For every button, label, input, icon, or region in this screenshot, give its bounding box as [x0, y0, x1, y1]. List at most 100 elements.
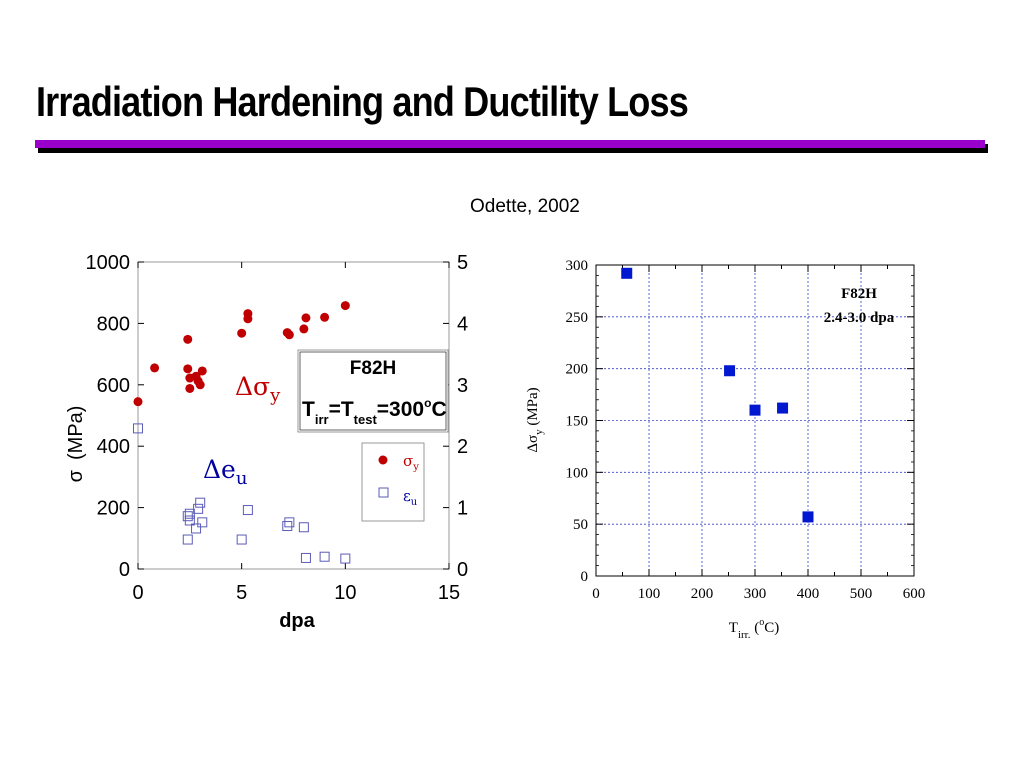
x-tick-label: 600 [903, 586, 926, 602]
data-point [749, 404, 761, 416]
y-tick-label: 800 [97, 313, 130, 335]
data-point-sigma [183, 334, 193, 344]
legend-dose: 2.4-3.0 dpa [824, 310, 895, 326]
y2-tick-label: 3 [457, 375, 468, 397]
y-tick-label: 1000 [86, 252, 131, 274]
data-point-epsilon [242, 505, 253, 516]
data-point [621, 267, 633, 279]
data-point-epsilon [191, 523, 202, 534]
data-point-epsilon [197, 517, 208, 528]
y2-tick-label: 4 [457, 313, 468, 335]
data-point [724, 365, 736, 377]
series-points [133, 301, 351, 564]
data-point-sigma [301, 313, 311, 323]
y2-tick-labels: 0 1 2 3 4 5 [457, 252, 468, 581]
legend: σy εu [361, 442, 425, 522]
data-point-epsilon [184, 508, 195, 519]
material-label: F82H [350, 358, 396, 379]
data-point-sigma [195, 380, 205, 390]
x-tick-label: 5 [236, 582, 247, 604]
citation: Odette, 2002 [470, 196, 580, 217]
y2-tick-label: 0 [457, 559, 468, 581]
y-tick-label: 150 [566, 414, 589, 430]
y-tick-label: 200 [97, 498, 130, 520]
data-point-epsilon [184, 515, 195, 526]
data-point-epsilon [193, 503, 204, 514]
axis-ticks [137, 261, 450, 570]
x-tick-label: 0 [592, 586, 600, 602]
title-rule [35, 140, 985, 148]
y-tick-label: 0 [119, 559, 130, 581]
x-tick-label: 0 [132, 582, 143, 604]
data-point-epsilon [236, 534, 247, 545]
x-axis-label: dpa [279, 610, 315, 632]
y2-tick-label: 1 [457, 498, 468, 520]
x-tick-label: 15 [438, 582, 460, 604]
legend: F82H 2.4-3.0 dpa [824, 286, 895, 326]
y-axis-label: σ (MPa) [65, 406, 87, 483]
axis-ticks [595, 264, 915, 577]
y-tick-labels: 0 200 400 600 800 1000 [86, 252, 131, 581]
delta-sigma-annotation: Δσy [235, 372, 281, 406]
legend-label-sigma: σy [403, 452, 419, 473]
y-tick-label: 250 [566, 310, 589, 326]
legend-marker-sigma [378, 455, 388, 465]
y-tick-label: 100 [566, 465, 589, 481]
y2-tick-label: 2 [457, 436, 468, 458]
x-tick-labels: 0 5 10 15 [132, 582, 460, 604]
x-tick-label: 400 [797, 586, 820, 602]
data-point-epsilon [319, 551, 330, 562]
legend-marker-epsilon [378, 487, 389, 498]
data-point-epsilon [340, 553, 351, 564]
data-point-epsilon [133, 423, 143, 434]
data-point-epsilon [182, 534, 193, 545]
y-tick-label: 200 [566, 362, 589, 378]
slide-title: Irradiation Hardening and Ductility Loss [36, 78, 689, 125]
data-point-sigma [320, 312, 330, 322]
y-tick-label: 300 [566, 258, 589, 274]
legend-label-epsilon: εu [403, 487, 418, 508]
data-point-sigma [299, 324, 309, 334]
y-axis-label-unit: (MPa) [65, 406, 87, 460]
grid-lines [596, 265, 914, 576]
x-tick-label: 100 [638, 586, 661, 602]
delta-eu-annotation: Δeu [203, 455, 247, 489]
x-tick-labels: 0 100 200 300 400 500 600 [592, 586, 925, 602]
y-axis-label: Δσy (MPa) [525, 387, 545, 452]
data-point-sigma [150, 363, 160, 373]
plot-frame [137, 261, 450, 570]
y-axis-label-symbol: σ [65, 469, 87, 482]
data-point [777, 402, 789, 414]
y-tick-label: 50 [573, 517, 588, 533]
legend-material: F82H [841, 286, 877, 302]
x-tick-label: 300 [744, 586, 767, 602]
data-point-sigma [243, 314, 253, 324]
x-axis-label: Tirr. (oC) [729, 617, 779, 641]
x-tick-label: 500 [850, 586, 873, 602]
x-tick-label: 200 [691, 586, 714, 602]
data-point [802, 511, 814, 523]
data-point-epsilon [284, 517, 295, 528]
svg-text:Δσy (MPa): Δσy (MPa) [525, 387, 545, 452]
data-point-sigma [133, 397, 143, 407]
y-tick-label: 600 [97, 375, 130, 397]
condition-label: Tirr=Ttest=300oC [302, 396, 447, 427]
data-point-sigma [237, 328, 247, 338]
series-points [621, 267, 814, 523]
y-tick-label: 0 [581, 569, 589, 585]
x-tick-label: 10 [334, 582, 356, 604]
temperature-chart: 0 100 200 300 400 500 600 0 50 100 150 200 250 300 T… [525, 258, 925, 641]
title-rule-shadow [38, 144, 988, 153]
data-point-sigma [197, 366, 207, 376]
material-box: F82H Tirr=Ttest=300oC [297, 349, 449, 433]
data-point-sigma [185, 383, 195, 393]
data-point-epsilon [300, 552, 311, 563]
data-point-epsilon [195, 497, 206, 508]
data-point-epsilon [282, 521, 293, 532]
y2-tick-label: 5 [457, 252, 468, 274]
data-point-sigma [340, 301, 350, 311]
y-tick-label: 400 [97, 436, 130, 458]
data-point-epsilon [298, 522, 309, 533]
data-point-sigma [284, 330, 294, 340]
y-tick-labels: 0 50 100 150 200 250 300 [566, 258, 589, 585]
